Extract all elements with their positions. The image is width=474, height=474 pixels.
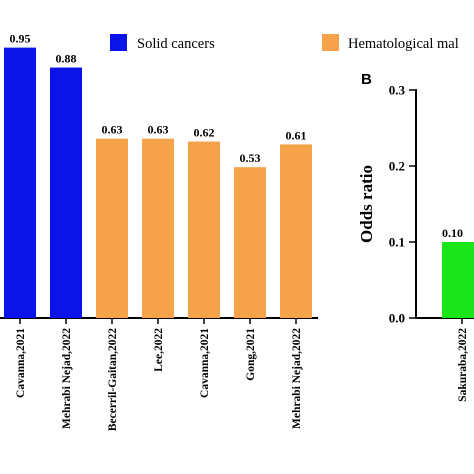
panel-b-bar-1 bbox=[442, 242, 474, 318]
panel-b-bar-chart: B Odds ratio 0.0 0.1 0.2 0.3 0.10 Sakuraba,… bbox=[357, 71, 474, 402]
legend-swatch-solid-cancers bbox=[110, 34, 127, 51]
bar-value-label-1: 0.95 bbox=[10, 32, 31, 46]
bar-5 bbox=[188, 141, 220, 318]
panel-b-y-axis-label: Odds ratio bbox=[357, 165, 376, 243]
x-tick-label-7: Mehrabi Nejad,2022 bbox=[291, 328, 303, 429]
y-tick-label-1: 0.1 bbox=[389, 235, 405, 250]
panel-b-x-tick-label-1: Sakuraba,2022 bbox=[457, 328, 469, 402]
bar-3 bbox=[96, 138, 128, 318]
x-tick-label-6: Gong,2021 bbox=[245, 328, 257, 381]
bar-value-label-5: 0.62 bbox=[194, 126, 215, 140]
bar-2 bbox=[50, 67, 82, 319]
bar-value-label-6: 0.53 bbox=[240, 151, 261, 165]
legend-label-hematological: Hematological mal bbox=[348, 36, 459, 52]
x-tick-label-4: Lee,2022 bbox=[153, 328, 165, 372]
bar-4 bbox=[142, 138, 174, 318]
bar-value-label-3: 0.63 bbox=[102, 123, 123, 137]
x-tick-label-2: Mehrabi Nejad,2022 bbox=[61, 328, 73, 429]
bar-1 bbox=[4, 47, 36, 318]
legend: Solid cancers Hematological mal bbox=[110, 34, 459, 52]
x-tick-label-3: Becerril-Gaitan,2022 bbox=[107, 328, 119, 431]
y-tick-label-0: 0.0 bbox=[389, 311, 405, 326]
y-tick-label-2: 0.2 bbox=[389, 159, 405, 174]
legend-label-solid-cancers: Solid cancers bbox=[137, 36, 215, 52]
x-tick-label-5: Cavanna,2021 bbox=[199, 328, 211, 398]
y-tick-label-3: 0.3 bbox=[389, 83, 406, 98]
bar-6 bbox=[234, 167, 266, 318]
bar-7 bbox=[280, 144, 312, 318]
bar-value-label-4: 0.63 bbox=[148, 123, 169, 137]
panel-a-bar-chart: 0.95 0.88 0.63 0.63 0.62 0.53 0.61 Cavanna,202… bbox=[0, 32, 318, 431]
bar-value-label-7: 0.61 bbox=[286, 128, 307, 142]
legend-swatch-hematological bbox=[322, 34, 339, 51]
panel-b-letter: B bbox=[361, 71, 372, 88]
bar-value-label-2: 0.88 bbox=[56, 52, 77, 66]
panel-b-bar-value-label-1: 0.10 bbox=[442, 226, 463, 240]
x-tick-label-1: Cavanna,2021 bbox=[15, 328, 27, 398]
